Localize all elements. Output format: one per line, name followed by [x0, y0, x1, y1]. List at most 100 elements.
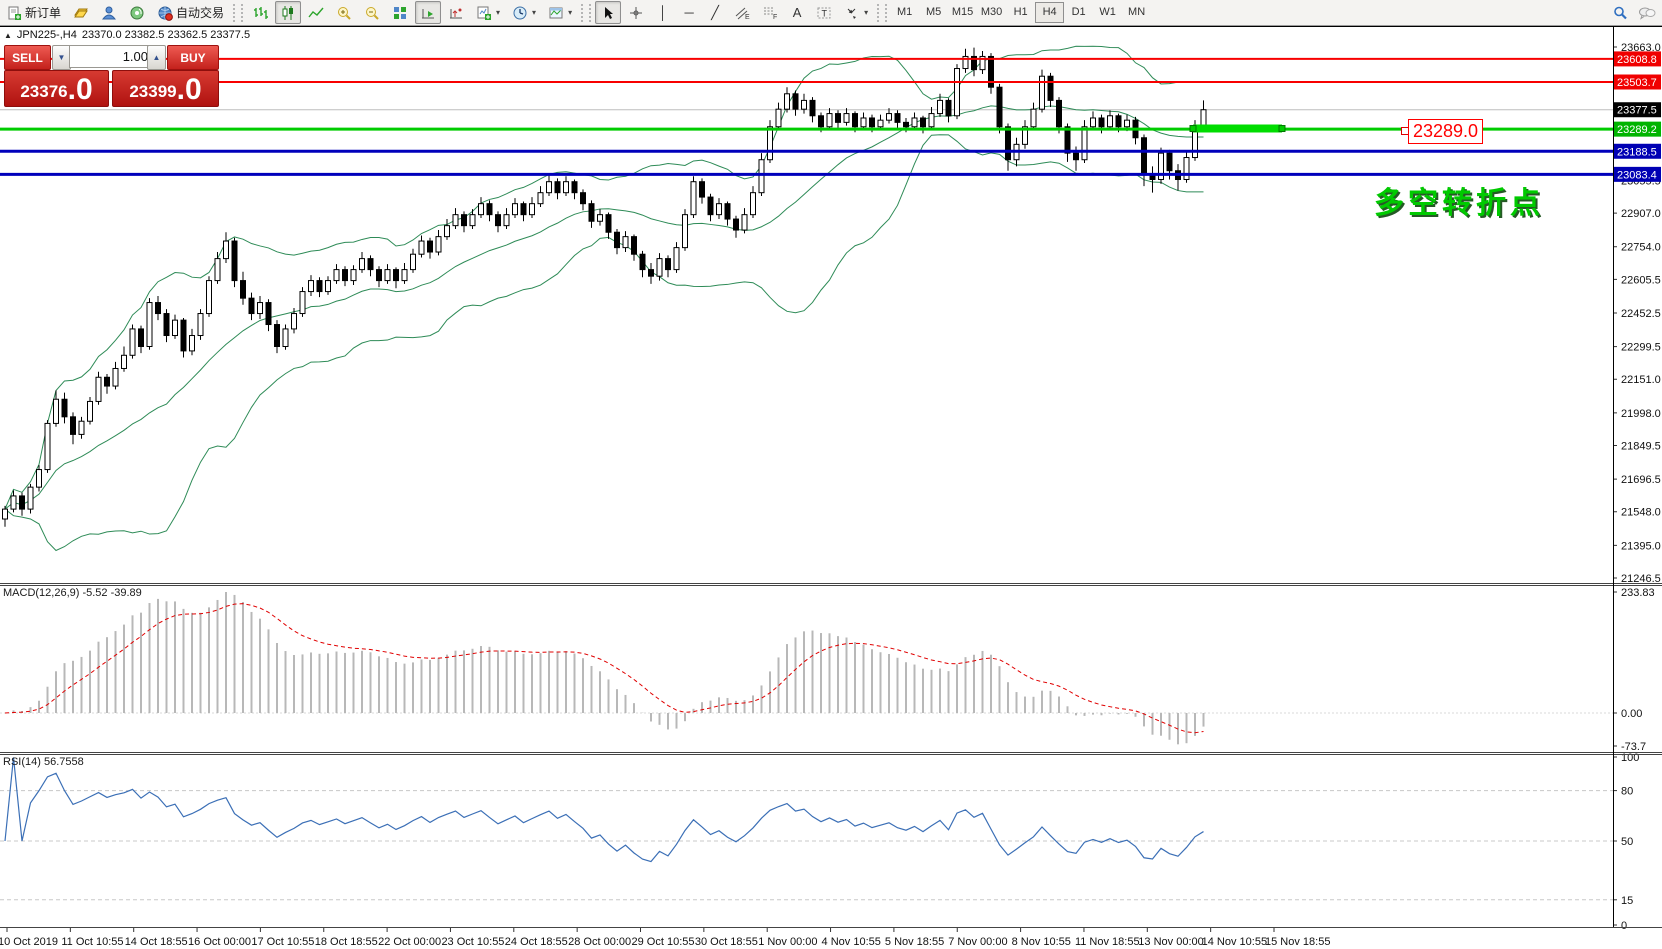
price-tick-label: 21395.0 — [1621, 540, 1661, 552]
collapse-arrow-icon[interactable]: ▲ — [4, 30, 12, 40]
fibonacci-button[interactable]: F — [757, 1, 783, 24]
horizontal-line-button[interactable]: ─ — [677, 1, 701, 24]
toolbar-drag-handle-2[interactable] — [581, 3, 592, 22]
tile-windows-button[interactable] — [387, 1, 413, 24]
price-badge: 23503.7 — [1614, 74, 1661, 90]
candle — [444, 219, 450, 240]
new-order-label: 新订单 — [25, 6, 62, 20]
signals-button[interactable] — [124, 1, 150, 24]
line-chart-icon — [308, 5, 324, 21]
rsi-axis-label: 0 — [1621, 920, 1627, 932]
zoom-in-icon — [336, 5, 352, 21]
templates-button[interactable]: ▾ — [543, 1, 577, 24]
text-button[interactable]: A — [785, 1, 809, 24]
price-tick-label: 22754.0 — [1621, 242, 1661, 254]
zoom-out-button[interactable] — [359, 1, 385, 24]
new-chart-button[interactable]: ▾ — [471, 1, 505, 24]
search-icon[interactable] — [1612, 5, 1628, 21]
price-tick-label: 23663.0 — [1621, 42, 1661, 54]
candle — [979, 50, 986, 75]
trendline-handle[interactable] — [1189, 125, 1197, 133]
timeframe-button-MN[interactable]: MN — [1128, 6, 1146, 18]
candle — [639, 250, 646, 278]
trendline-handle[interactable] — [1278, 125, 1286, 133]
time-tick-label: 15 Nov 18:55 — [1265, 936, 1330, 948]
buy-price-display[interactable]: 23399 .0 — [112, 70, 219, 107]
bar-chart-button[interactable] — [247, 1, 273, 24]
buy-button[interactable]: BUY — [167, 45, 219, 70]
candle — [367, 255, 374, 277]
time-scale[interactable]: 10 Oct 2019 11 Oct 10:55 14 Oct 18:55 16 Oc… — [0, 928, 1330, 948]
rsi-panel[interactable] — [0, 757, 1613, 901]
main-price-panel[interactable] — [0, 45, 1613, 552]
chart-annotation-text[interactable]: 多空转折点 — [1374, 187, 1544, 220]
time-tick-label: 23 Oct 10:55 — [441, 936, 504, 948]
channel-button[interactable]: E — [729, 1, 755, 24]
timeframe-button-M5[interactable]: M5 — [925, 6, 942, 18]
cursor-button[interactable] — [595, 1, 622, 24]
templates-icon — [548, 5, 564, 21]
community-button[interactable] — [96, 1, 122, 24]
candle — [928, 106, 935, 131]
candle — [894, 110, 901, 128]
candle — [911, 112, 918, 131]
candle — [597, 209, 603, 226]
timeframe-button-H1[interactable]: H1 — [1013, 6, 1028, 18]
zoom-in-button[interactable] — [331, 1, 357, 24]
vertical-line-button[interactable]: │ — [651, 1, 675, 24]
time-tick-label: 5 Nov 18:55 — [885, 936, 944, 948]
candle — [486, 200, 493, 222]
price-tick-label: 22907.0 — [1621, 208, 1661, 220]
time-tick-label: 7 Nov 00:00 — [948, 936, 1007, 948]
funds-button[interactable] — [68, 1, 94, 24]
candle — [163, 309, 170, 343]
timeframe-button-M1[interactable]: M1 — [896, 6, 913, 18]
volume-increase-button[interactable]: ▲ — [147, 45, 166, 70]
toolbar-drag-handle[interactable] — [233, 3, 244, 22]
trendline-button[interactable]: ╱ — [703, 1, 727, 24]
price-tick-label: 22605.5 — [1621, 274, 1661, 286]
candle — [886, 108, 892, 124]
arrows-button[interactable]: ▾ — [839, 1, 873, 24]
chart-shift-button[interactable] — [443, 1, 469, 24]
timeframe-button-M15[interactable]: M15 — [951, 6, 974, 18]
price-badge: 23083.4 — [1614, 166, 1661, 182]
new-chart-caret[interactable]: ▾ — [496, 8, 501, 17]
zoom-out-icon — [364, 5, 380, 21]
line-chart-button[interactable] — [303, 1, 329, 24]
candle — [36, 465, 42, 492]
price-scale[interactable]: 23663.023055.522907.022754.022605.522452… — [1613, 27, 1662, 932]
new-chart-icon — [476, 5, 492, 21]
periods-button[interactable]: ▾ — [507, 1, 541, 24]
candle — [452, 208, 459, 229]
candlestick-chart-button[interactable] — [275, 1, 302, 24]
autotrading-button[interactable]: 自动交易 — [152, 1, 229, 24]
price-label-box[interactable]: 23289.0 — [1408, 119, 1483, 144]
svg-text:E: E — [745, 14, 750, 21]
time-tick-label: 14 Nov 10:55 — [1202, 936, 1267, 948]
candle — [478, 197, 484, 218]
timeframe-button-W1[interactable]: W1 — [1099, 6, 1116, 18]
templates-caret[interactable]: ▾ — [568, 8, 573, 17]
candle — [461, 211, 467, 233]
new-order-button[interactable]: 新订单 — [1, 1, 66, 24]
macd-panel[interactable] — [0, 592, 1613, 745]
chat-icon[interactable] — [1638, 5, 1656, 21]
timeframe-button-D1[interactable]: D1 — [1071, 6, 1086, 18]
candle — [61, 392, 68, 424]
crosshair-button[interactable] — [623, 1, 649, 24]
auto-scroll-button[interactable] — [415, 1, 442, 24]
candle — [10, 490, 17, 513]
sell-button[interactable]: SELL — [4, 45, 51, 70]
timeframe-button-H4[interactable]: H4 — [1035, 2, 1065, 23]
volume-input[interactable]: 1.00 — [69, 45, 155, 68]
timeframe-button-M30[interactable]: M30 — [980, 6, 1003, 18]
sell-price-display[interactable]: 23376 .0 — [4, 70, 109, 107]
candle — [682, 209, 688, 251]
arrows-caret[interactable]: ▾ — [864, 8, 869, 17]
buy-price-int: 23399 — [129, 82, 177, 101]
toolbar-drag-handle-3[interactable] — [877, 3, 888, 22]
text-label-button[interactable]: T — [811, 1, 837, 24]
periods-caret[interactable]: ▾ — [532, 8, 537, 17]
